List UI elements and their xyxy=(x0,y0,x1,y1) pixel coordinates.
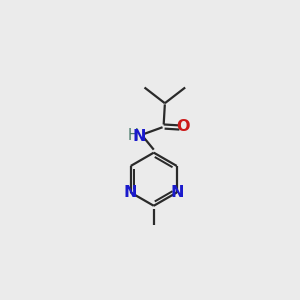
Text: N: N xyxy=(171,185,184,200)
Text: N: N xyxy=(123,185,137,200)
Text: O: O xyxy=(176,119,189,134)
Text: N: N xyxy=(133,128,146,143)
Text: H: H xyxy=(128,128,138,142)
